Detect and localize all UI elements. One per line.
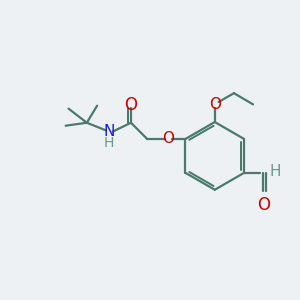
Text: O: O <box>162 131 174 146</box>
Text: H: H <box>270 164 281 179</box>
Text: N: N <box>103 124 115 139</box>
Text: O: O <box>209 97 221 112</box>
Text: H: H <box>104 136 114 150</box>
Text: O: O <box>257 196 270 214</box>
Text: O: O <box>124 95 137 113</box>
